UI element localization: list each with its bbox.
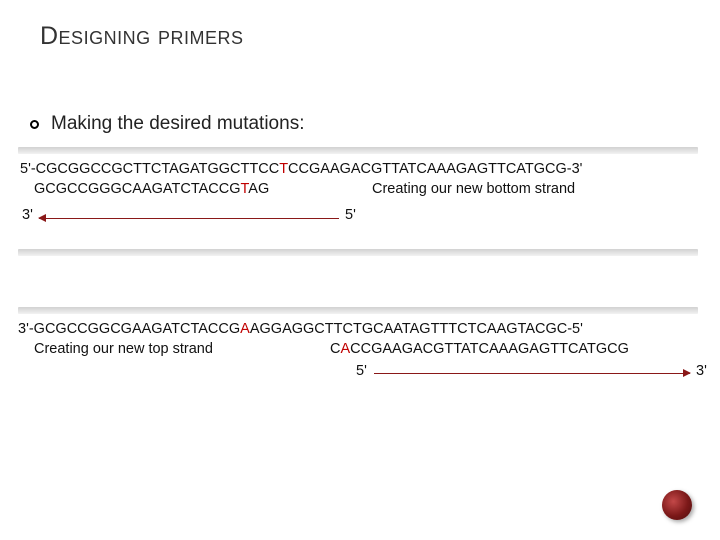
seq-text: AG (248, 181, 269, 197)
gray-bar (18, 147, 698, 154)
bottom-strand-seq: 3'-GCGCCGGCGAAGATCTACCGAAGGAGGCTTCTGCAAT… (18, 321, 583, 337)
mutation-base: T (279, 161, 288, 177)
three-prime-label: 3' (22, 207, 33, 223)
top-strand-label: Creating our new top strand (34, 341, 213, 357)
five-prime-label: 5' (356, 363, 367, 379)
decorative-sphere-icon (662, 490, 692, 520)
mutation-base: A (340, 341, 350, 357)
sequence-block-2: 3'-GCGCCGGCGAAGATCTACCGAAGGAGGCTTCTGCAAT… (0, 321, 720, 441)
extension-arrow (374, 373, 690, 374)
slide-title: Designing primers (0, 0, 720, 51)
seq-text: AGGAGGCTTCTGCAATAGTTTCTCAAGTACGC-5' (250, 321, 583, 337)
five-prime-label: 5' (345, 207, 356, 223)
seq-text: 5'-CGCGGCCGCTTCTAGATGGCTTCC (20, 161, 279, 177)
subtitle-text: Making the desired mutations: (51, 113, 304, 135)
subtitle-row: Making the desired mutations: (30, 113, 720, 135)
primer-top-seq: CACCGAAGACGTTATCAAAGAGTTCATGCG (330, 341, 629, 357)
mutation-base: A (240, 321, 250, 337)
bullet-icon (30, 120, 39, 129)
seq-text: GCGCCGGGCAAGATCTACCG (34, 181, 241, 197)
sequence-block-1: 5'-CGCGGCCGCTTCTAGATGGCTTCCTCCGAAGACGTTA… (0, 161, 720, 271)
seq-text: CCGAAGACGTTATCAAAGAGTTCATGCG (350, 341, 629, 357)
gray-bar (18, 307, 698, 314)
seq-text: C (330, 341, 340, 357)
primer-bottom-seq: GCGCCGGGCAAGATCTACCGTAG (34, 181, 269, 197)
top-strand-seq: 5'-CGCGGCCGCTTCTAGATGGCTTCCTCCGAAGACGTTA… (20, 161, 582, 177)
three-prime-label: 3' (696, 363, 707, 379)
extension-arrow (39, 218, 339, 219)
bottom-strand-label: Creating our new bottom strand (372, 181, 575, 197)
content-region: 5'-CGCGGCCGCTTCTAGATGGCTTCCTCCGAAGACGTTA… (0, 161, 720, 441)
seq-text: CCGAAGACGTTATCAAAGAGTTCATGCG-3' (288, 161, 582, 177)
seq-text: 3'-GCGCCGGCGAAGATCTACCG (18, 321, 240, 337)
gray-bar (18, 249, 698, 256)
